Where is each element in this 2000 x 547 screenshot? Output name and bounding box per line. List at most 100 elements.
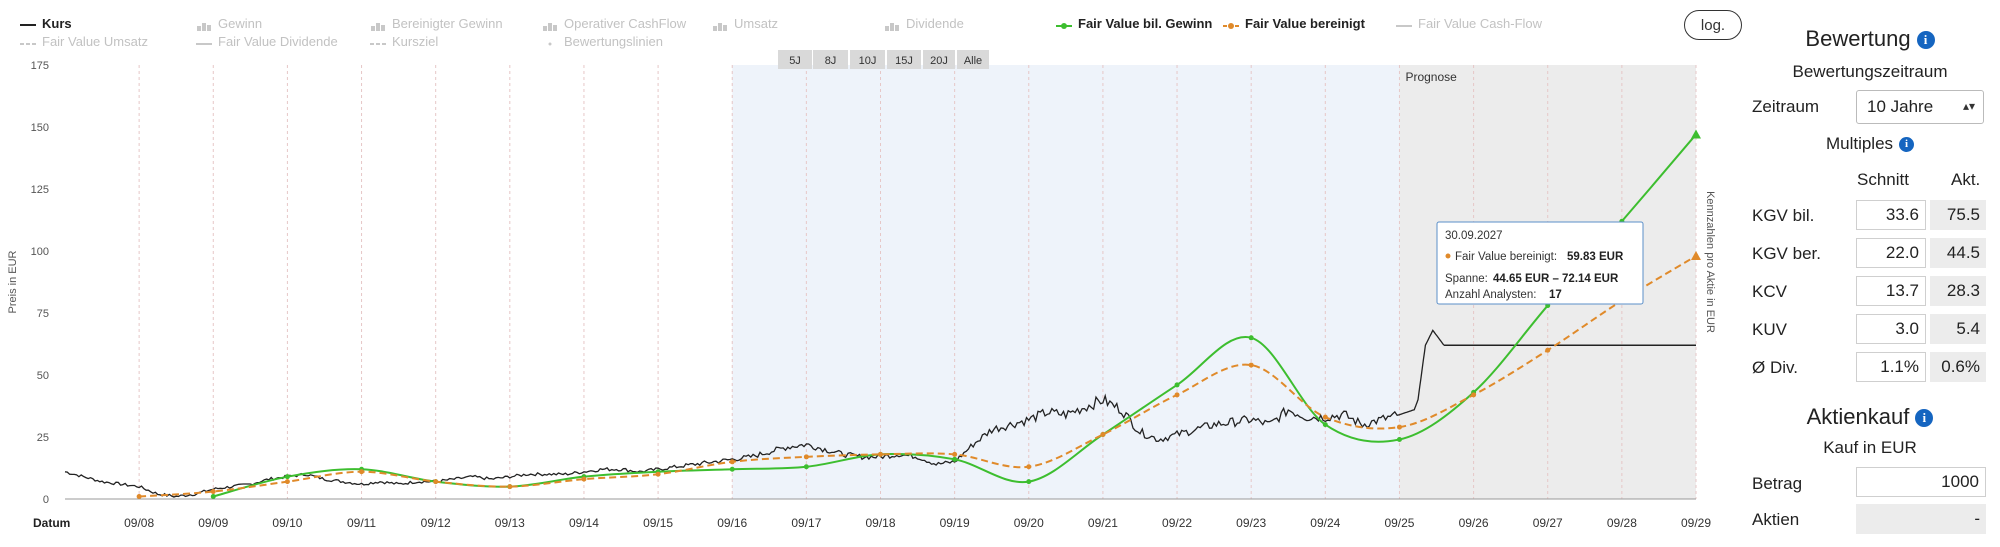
series-point xyxy=(655,471,661,477)
x-tick-label: 09/20 xyxy=(1014,516,1044,530)
schnitt-kgv-bil-input[interactable]: 33.6 xyxy=(1856,200,1926,230)
series-end-marker xyxy=(1691,129,1701,139)
schnitt-kgv-ber-input[interactable]: 22.0 xyxy=(1856,238,1926,268)
x-tick-label: 09/29 xyxy=(1681,516,1711,530)
chart-canvas: Prognose 0 25 50 75 100 125 150 175 Datum 09/08 09/… xyxy=(7,50,1716,530)
legend-item-operativer-cashflow[interactable]: Operativer CashFlow xyxy=(542,16,686,31)
range-button-bg xyxy=(813,50,848,69)
schnitt-kcv-input[interactable]: 13.7 xyxy=(1856,276,1926,306)
y-tick-label: 0 xyxy=(43,494,49,506)
series-point xyxy=(507,484,513,490)
series-point xyxy=(1545,347,1551,353)
bar-icon xyxy=(884,19,900,31)
range-button-bg xyxy=(923,50,955,69)
range-button-15j[interactable]: 15J xyxy=(887,50,921,69)
range-button-10j[interactable]: 10J xyxy=(850,50,885,69)
legend-item-kursziel[interactable]: Kursziel xyxy=(370,34,438,49)
akt-kgv-ber-value: 44.5 xyxy=(1930,238,1986,268)
x-tick-label: 09/10 xyxy=(272,516,302,530)
series-point xyxy=(1174,392,1180,398)
y-tick-label: 50 xyxy=(37,370,49,382)
legend-label: Bewertungslinien xyxy=(564,34,664,49)
tooltip-analysten-value: 17 xyxy=(1549,289,1562,301)
x-tick-label: 09/27 xyxy=(1533,516,1563,530)
range-button-bg xyxy=(850,50,885,69)
schnitt-kuv-input[interactable]: 3.0 xyxy=(1856,314,1926,344)
tooltip-analysten-label: Anzahl Analysten: xyxy=(1445,289,1536,301)
legend-item-fair-value-dividende[interactable]: Fair Value Dividende xyxy=(196,34,338,49)
series-point xyxy=(1471,392,1477,398)
series-point xyxy=(803,454,809,460)
tooltip-box xyxy=(1436,221,1644,305)
x-tick-label: 09/09 xyxy=(198,516,228,530)
range-button-20j[interactable]: 20J xyxy=(923,50,955,69)
legend-item-gewinn[interactable]: Gewinn xyxy=(196,16,262,31)
range-button-5j[interactable]: 5J xyxy=(778,50,812,69)
bar-icon xyxy=(542,19,558,31)
dashed-line-icon xyxy=(370,37,386,47)
legend-item-bewertungslinien[interactable]: Bewertungslinien xyxy=(542,34,663,49)
tooltip-series-dot xyxy=(1445,253,1451,259)
x-tick-label: 09/19 xyxy=(940,516,970,530)
select-arrows-icon: ▴▾ xyxy=(1962,99,1975,113)
x-tick-label: 09/12 xyxy=(421,516,451,530)
series-point xyxy=(1026,464,1032,470)
tooltip-spanne-value: 44.65 EUR – 72.14 EUR xyxy=(1493,273,1619,285)
legend-item-fair-value-umsatz[interactable]: Fair Value Umsatz xyxy=(20,34,148,49)
legend-label: Kursziel xyxy=(392,34,439,49)
x-tick-label: 09/13 xyxy=(495,516,525,530)
range-button-label: 10J xyxy=(859,55,877,67)
line-icon xyxy=(1396,19,1412,29)
legend-item-fair-value-bereinigt[interactable]: Fair Value bereinigt xyxy=(1223,16,1365,31)
range-button-label: 8J xyxy=(825,55,837,67)
range-button-alle[interactable]: Alle xyxy=(957,50,989,69)
aktienkauf-heading: Aktienkauf i xyxy=(1740,404,2000,430)
info-icon[interactable]: i xyxy=(1916,31,1935,50)
x-tick-label: 09/23 xyxy=(1236,516,1266,530)
y-tick-label: 125 xyxy=(31,184,49,196)
series-end-marker xyxy=(1691,250,1701,260)
info-icon[interactable]: i xyxy=(1915,409,1934,428)
series-point xyxy=(803,464,809,470)
legend-item-bereinigter-gewinn[interactable]: Bereinigter Gewinn xyxy=(370,16,503,31)
range-button-label: 20J xyxy=(930,55,948,67)
series-point xyxy=(359,469,365,475)
series-point xyxy=(729,459,735,465)
y-tick-label: 100 xyxy=(31,246,49,258)
range-button-label: 5J xyxy=(789,55,801,67)
dashed-line-icon xyxy=(1223,19,1239,29)
x-tick-label: 09/21 xyxy=(1088,516,1118,530)
zeitraum-heading: Bewertungszeitraum xyxy=(1792,62,1948,81)
legend-item-dividende[interactable]: Dividende xyxy=(884,16,964,31)
legend-item-fair-value-gewinn[interactable]: Fair Value bil. Gewinn xyxy=(1056,16,1212,31)
range-button-8j[interactable]: 8J xyxy=(813,50,848,69)
series-point xyxy=(1322,414,1328,420)
legend-item-fair-value-cashflow[interactable]: Fair Value Cash-Flow xyxy=(1396,16,1542,31)
x-tick-label: 09/16 xyxy=(717,516,747,530)
bewertung-title: Bewertung xyxy=(1805,26,1911,51)
aktienkauf-title: Aktienkauf xyxy=(1806,404,1910,429)
bar-icon xyxy=(196,19,212,31)
series-point xyxy=(433,479,439,485)
log-scale-button[interactable]: log. xyxy=(1684,10,1742,40)
legend-label: Kurs xyxy=(42,16,72,31)
betrag-input[interactable]: 1000 xyxy=(1856,467,1986,497)
legend-label: Bereinigter Gewinn xyxy=(392,16,503,31)
tooltip-spanne-label: Spanne: xyxy=(1445,273,1488,285)
dashed-line-icon xyxy=(20,37,36,47)
zeitraum-select[interactable]: 10 Jahre ▴▾ xyxy=(1856,90,1984,124)
x-tick-label: 09/25 xyxy=(1384,516,1414,530)
legend-item-umsatz[interactable]: Umsatz xyxy=(712,16,778,31)
bar-icon xyxy=(712,19,728,31)
info-icon[interactable]: i xyxy=(1899,137,1915,153)
series-point xyxy=(1248,362,1254,368)
series-point xyxy=(1174,382,1180,388)
y-axis-title: Preis in EUR xyxy=(7,250,19,313)
series-point xyxy=(1322,422,1328,428)
x-tick-label: 09/15 xyxy=(643,516,673,530)
series-point xyxy=(210,489,216,495)
dot-icon xyxy=(542,37,558,47)
legend-item-kurs[interactable]: Kurs xyxy=(20,16,72,31)
schnitt-div-input[interactable]: 1.1% xyxy=(1856,352,1926,382)
legend-label: Operativer CashFlow xyxy=(564,16,687,31)
